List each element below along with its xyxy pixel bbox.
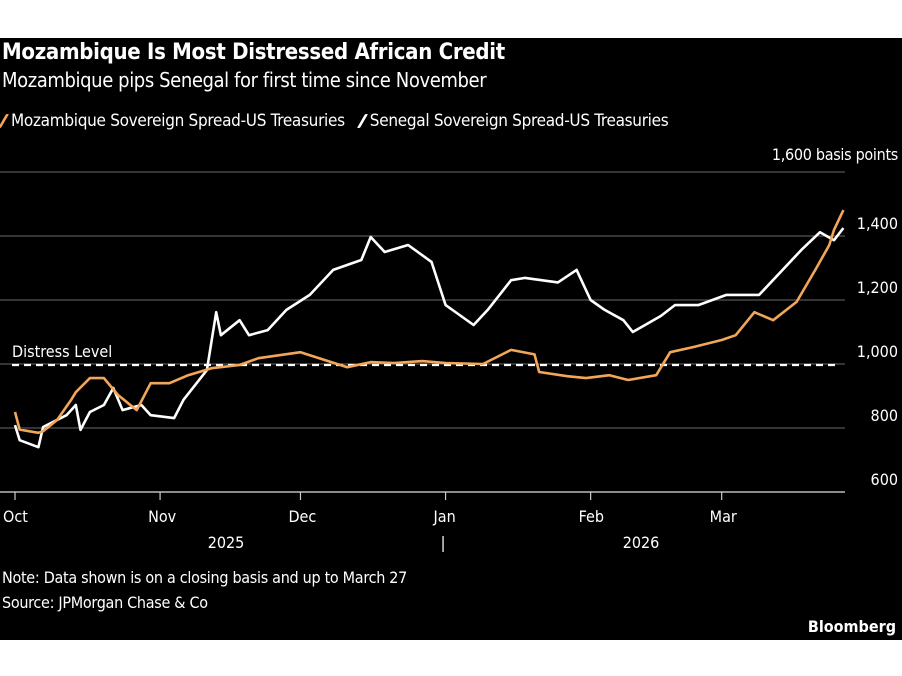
series-line-mozambique [13, 209, 845, 435]
y-axis-unit-label: 1,600 basis points [771, 145, 898, 164]
chart-subtitle: Mozambique pips Senegal for first time s… [2, 68, 487, 92]
series-line-senegal [13, 227, 845, 449]
distress-level-label: Distress Level [12, 342, 112, 361]
x-tick-label: Feb [579, 507, 604, 526]
legend: Mozambique Sovereign Spread-US Treasurie… [0, 111, 669, 131]
year-label: 2026 [623, 533, 660, 552]
line-chart: 600 800 1,000 1,200 1,400 Oct Nov Dec Jan Feb Mar 2… [0, 171, 898, 552]
y-tick-label: 1,200 [857, 278, 898, 297]
footnote: Note: Data shown is on a closing basis a… [2, 568, 408, 587]
y-tick-label: 800 [871, 406, 898, 425]
x-tick-label: Dec [288, 507, 316, 526]
legend-label: Mozambique Sovereign Spread-US Treasurie… [11, 111, 345, 131]
legend-item-senegal: Senegal Sovereign Spread-US Treasuries [356, 111, 669, 131]
y-tick-label: 1,000 [857, 342, 898, 361]
legend-item-mozambique: Mozambique Sovereign Spread-US Treasurie… [0, 111, 345, 131]
x-tick-label: Mar [710, 507, 737, 526]
x-tick-label: Oct [3, 507, 28, 526]
bloomberg-logo: Bloomberg [807, 617, 896, 636]
year-label: | [441, 533, 446, 552]
y-tick-label: 600 [871, 470, 898, 489]
x-tick-label: Nov [148, 507, 177, 526]
legend-label: Senegal Sovereign Spread-US Treasuries [369, 111, 669, 131]
y-tick-label: 1,400 [857, 214, 898, 233]
year-label: 2025 [208, 533, 245, 552]
source-note: Source: JPMorgan Chase & Co [2, 593, 208, 612]
chart-title: Mozambique Is Most Distressed African Cr… [2, 40, 505, 65]
x-tick-label: Jan [433, 507, 456, 526]
chart-panel: Mozambique Is Most Distressed African Cr… [0, 38, 902, 640]
